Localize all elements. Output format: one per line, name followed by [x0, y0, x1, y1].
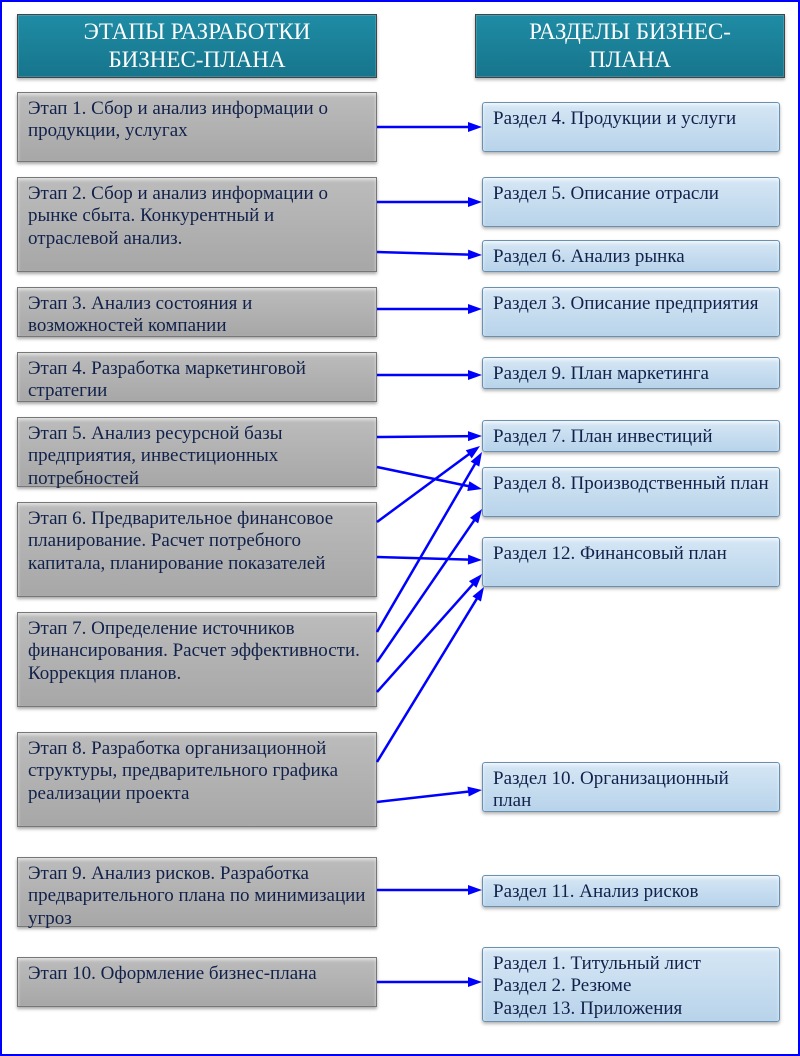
stage-10: Этап 10. Оформление бизнес-плана [17, 957, 377, 1007]
section-box-4-label: Раздел 9. План маркетинга [493, 363, 709, 384]
section-box-8-label: Раздел 10. Организационный план [493, 768, 734, 811]
stage-4: Этап 4. Разработка маркетинговой стратег… [17, 352, 377, 402]
arrow-head-4 [468, 370, 482, 380]
section-box-3: Раздел 3. Описание предприятия [482, 287, 780, 337]
header-stages: ЭТАПЫ РАЗРАБОТКИ БИЗНЕС-ПЛАНА [17, 14, 377, 78]
stage-8: Этап 8. Разработка организационной струк… [17, 732, 377, 827]
stage-2-label: Этап 2. Сбор и анализ информации о рынке… [28, 183, 333, 249]
section-box-5-label: Раздел 7. План инвестиций [493, 426, 713, 447]
section-box-9: Раздел 11. Анализ рисков [482, 875, 780, 907]
arrow-line-6 [377, 467, 474, 487]
arrow-head-7 [466, 446, 480, 458]
stage-7: Этап 7. Определение источников финансиро… [17, 612, 377, 707]
arrow-line-2 [377, 252, 474, 255]
section-box-6: Раздел 8. Производственный план [482, 467, 780, 517]
arrow-line-7 [377, 451, 473, 522]
stage-9-label: Этап 9. Анализ рисков. Разработка предва… [28, 863, 370, 929]
section-box-1-label: Раздел 5. Описание отрасли [493, 183, 719, 204]
arrow-line-9 [377, 459, 478, 632]
section-box-8: Раздел 10. Организационный план [482, 762, 780, 812]
arrow-head-0 [468, 122, 482, 132]
arrow-line-12 [377, 594, 480, 762]
section-box-10-label: Раздел 1. Титульный лист Раздел 2. Резюм… [493, 953, 701, 1019]
section-box-0: Раздел 4. Продукции и услуги [482, 102, 780, 152]
stage-9: Этап 9. Анализ рисков. Разработка предва… [17, 857, 377, 927]
arrow-line-5 [377, 436, 474, 437]
stage-1-label: Этап 1. Сбор и анализ информации о проду… [28, 98, 333, 141]
section-box-4: Раздел 9. План маркетинга [482, 357, 780, 389]
stage-5-label: Этап 5. Анализ ресурсной базы предприяти… [28, 423, 287, 489]
arrow-head-6 [467, 481, 482, 491]
stage-6: Этап 6. Предварительное финансовое плани… [17, 502, 377, 597]
section-box-5: Раздел 7. План инвестиций [482, 420, 780, 452]
section-box-9-label: Раздел 11. Анализ рисков [493, 881, 699, 902]
stage-8-label: Этап 8. Разработка организационной струк… [28, 738, 343, 804]
arrow-head-15 [468, 977, 482, 987]
arrow-head-2 [468, 250, 482, 260]
section-box-7: Раздел 12. Финансовый план [482, 537, 780, 587]
stage-3: Этап 3. Анализ состояния и возможностей … [17, 287, 377, 337]
arrow-head-12 [472, 587, 484, 602]
section-box-7-label: Раздел 12. Финансовый план [493, 543, 727, 564]
arrow-line-11 [377, 580, 476, 692]
stage-1: Этап 1. Сбор и анализ информации о проду… [17, 92, 377, 162]
section-box-6-label: Раздел 8. Производственный план [493, 473, 769, 494]
arrow-head-13 [468, 787, 482, 797]
section-box-2: Раздел 6. Анализ рынка [482, 240, 780, 272]
stage-6-label: Этап 6. Предварительное финансовое плани… [28, 508, 338, 574]
header-stages-label: ЭТАПЫ РАЗРАБОТКИ БИЗНЕС-ПЛАНА [84, 18, 311, 73]
arrow-line-13 [377, 791, 474, 802]
arrow-head-14 [468, 885, 482, 895]
section-box-0-label: Раздел 4. Продукции и услуги [493, 108, 736, 129]
arrow-head-5 [468, 431, 482, 441]
stage-3-label: Этап 3. Анализ состояния и возможностей … [28, 293, 257, 336]
arrow-head-11 [469, 574, 482, 588]
header-sections: РАЗДЕЛЫ БИЗНЕС- ПЛАНА [475, 14, 785, 78]
stage-5: Этап 5. Анализ ресурсной базы предприяти… [17, 417, 377, 487]
stage-7-label: Этап 7. Определение источников финансиро… [28, 618, 365, 684]
header-sections-label: РАЗДЕЛЫ БИЗНЕС- ПЛАНА [529, 18, 731, 73]
arrow-head-9 [471, 452, 482, 467]
arrow-line-8 [377, 557, 474, 560]
section-box-3-label: Раздел 3. Описание предприятия [493, 293, 758, 314]
arrow-head-8 [468, 555, 482, 565]
section-box-1: Раздел 5. Описание отрасли [482, 177, 780, 227]
arrow-head-3 [468, 304, 482, 314]
arrow-head-1 [468, 197, 482, 207]
stage-2: Этап 2. Сбор и анализ информации о рынке… [17, 177, 377, 272]
arrow-line-10 [377, 516, 477, 662]
section-box-2-label: Раздел 6. Анализ рынка [493, 246, 685, 267]
arrow-head-10 [470, 509, 482, 523]
diagram-frame: ЭТАПЫ РАЗРАБОТКИ БИЗНЕС-ПЛАНА РАЗДЕЛЫ БИЗ… [0, 0, 800, 1056]
stage-10-label: Этап 10. Оформление бизнес-плана [28, 963, 317, 984]
stage-4-label: Этап 4. Разработка маркетинговой стратег… [28, 358, 311, 401]
section-box-10: Раздел 1. Титульный лист Раздел 2. Резюм… [482, 947, 780, 1022]
